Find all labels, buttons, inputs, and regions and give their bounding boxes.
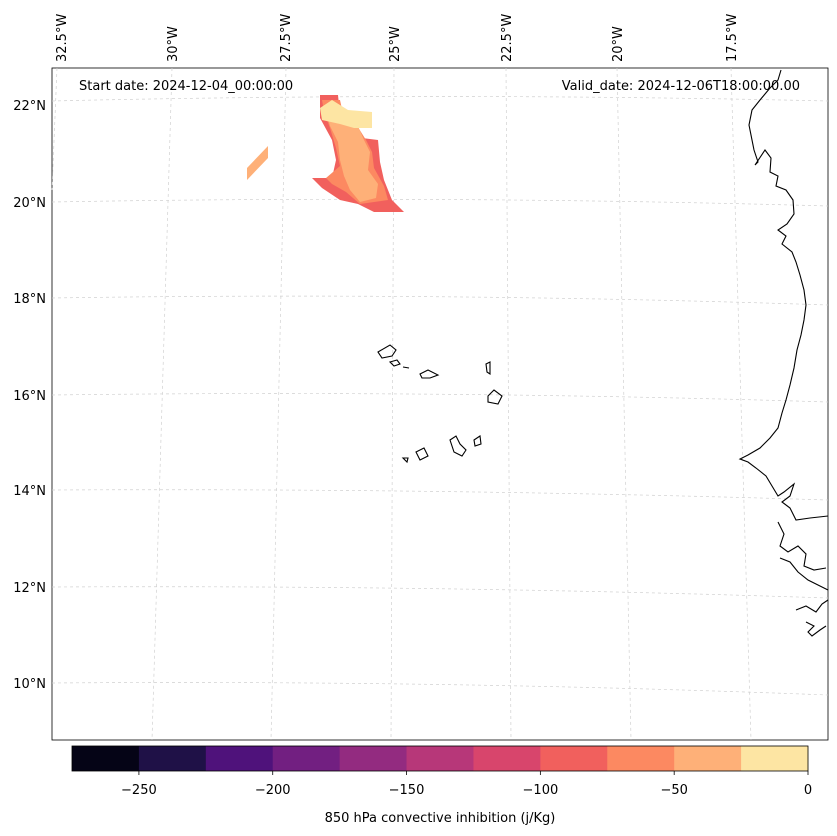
- lat-gridline-20N: [51, 198, 829, 207]
- cin-patch-small-west: [247, 146, 268, 180]
- lon-label-30W: 30°W: [166, 26, 181, 62]
- guinea-bissau-coast: [779, 557, 829, 591]
- lon-label-32.5W: 32.5°W: [55, 14, 70, 62]
- lat-gridline-14N: [51, 489, 829, 501]
- map-frame: [51, 67, 829, 741]
- cape-verde-santo-antao: [377, 344, 397, 359]
- cin-patch-light-orange: [326, 112, 378, 202]
- cape-verde-boa-vista: [487, 389, 503, 405]
- colorbar-tick-label: −150: [389, 783, 425, 798]
- colorbar-segment: [205, 746, 274, 771]
- cape-verde-santa-luzia: [402, 366, 410, 369]
- bijagos-coast: [795, 599, 829, 613]
- lon-gridline-27.5W: [270, 67, 287, 741]
- colorbar-segment: [607, 746, 675, 771]
- colorbar-segment: [741, 746, 809, 771]
- cape-verde-fogo: [415, 447, 429, 461]
- colorbar-segment: [540, 746, 608, 771]
- lon-gridline-32.5W: [51, 67, 58, 191]
- colorbar-outline: [71, 745, 809, 772]
- lat-label-22N: 22°N: [13, 99, 46, 114]
- colorbar-segments: [72, 746, 809, 771]
- colorbar-segment: [473, 746, 541, 771]
- cape-verde-sal: [485, 361, 491, 376]
- lon-label-25W: 25°W: [388, 26, 403, 62]
- colorbar-tick-label: −50: [660, 783, 687, 798]
- cape-verde-maio: [473, 435, 482, 447]
- west-africa-coastline: [738, 69, 829, 521]
- bijagos-islands: [805, 621, 827, 637]
- colorbar-ticks: [138, 771, 809, 775]
- start-date-label: Start date: 2024-12-04_00:00:00: [79, 79, 293, 94]
- colorbar-tick-label: −200: [255, 783, 291, 798]
- lon-label-20W: 20°W: [611, 26, 626, 62]
- cin-field: [247, 95, 404, 212]
- lat-label-10N: 10°N: [13, 677, 46, 692]
- colorbar-label: 850 hPa convective inhibition (j/Kg): [325, 811, 556, 826]
- lat-gridline-10N: [51, 682, 829, 696]
- lat-gridline-12N: [51, 586, 829, 599]
- colorbar-segment: [138, 746, 207, 771]
- lon-label-17.5W: 17.5°W: [725, 14, 740, 62]
- lat-label-14N: 14°N: [13, 484, 46, 499]
- colorbar: −250 −200 −150 −100 −50 0 850 hPa convec…: [71, 745, 812, 826]
- lat-label-12N: 12°N: [13, 581, 46, 596]
- valid-date-label: Valid_date: 2024-12-06T18:00:00.00: [562, 79, 800, 94]
- lat-gridline-16N: [51, 393, 829, 403]
- gridlines: [51, 67, 829, 741]
- colorbar-segment: [339, 746, 408, 771]
- coastlines: [377, 69, 829, 637]
- lat-gridline-22N: [51, 96, 829, 102]
- lon-label-27.5W: 27.5°W: [279, 14, 294, 62]
- lon-gridline-30W: [151, 67, 173, 741]
- cape-verde-santiago: [449, 435, 467, 457]
- lon-gridline-17.5W: [730, 67, 752, 741]
- lon-labels: 32.5°W 30°W 27.5°W 25°W 22.5°W 20°W 17.5…: [55, 14, 740, 62]
- colorbar-segment: [72, 746, 140, 771]
- colorbar-segment: [674, 746, 742, 771]
- lon-gridline-22.5W: [505, 67, 512, 741]
- colorbar-tick-label: −100: [523, 783, 559, 798]
- lon-label-22.5W: 22.5°W: [500, 14, 515, 62]
- cape-verde-sao-vicente: [388, 359, 401, 367]
- lon-gridline-20W: [616, 67, 632, 741]
- lon-gridline-25W: [390, 67, 395, 741]
- gambia-senegal-coast: [777, 521, 827, 571]
- lat-label-18N: 18°N: [13, 292, 46, 307]
- lat-label-16N: 16°N: [13, 389, 46, 404]
- colorbar-tick-labels: −250 −200 −150 −100 −50 0: [121, 783, 812, 798]
- lat-label-20N: 20°N: [13, 196, 46, 211]
- colorbar-segment: [406, 746, 474, 771]
- colorbar-tick-label: 0: [804, 783, 812, 798]
- cape-verde-brava: [401, 457, 409, 464]
- colorbar-segment: [272, 746, 341, 771]
- cape-verde-sao-nicolau: [419, 369, 440, 379]
- lat-gridline-18N: [51, 295, 829, 306]
- lat-labels: 22°N 20°N 18°N 16°N 14°N 12°N 10°N: [13, 99, 46, 692]
- cin-patch-pale-yellow: [320, 100, 372, 128]
- colorbar-tick-label: −250: [121, 783, 157, 798]
